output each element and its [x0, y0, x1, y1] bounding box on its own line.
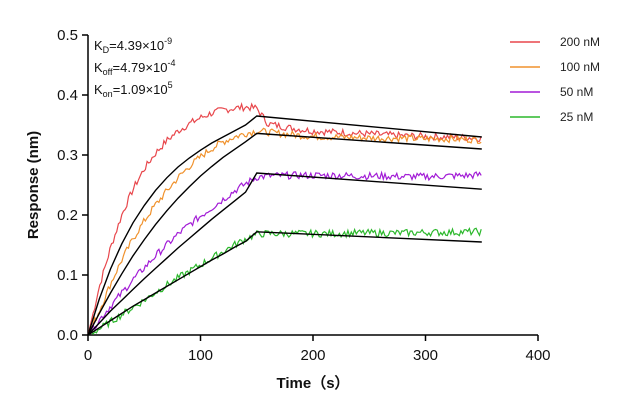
x-axis-ticks: 0 100 200 300 400	[84, 335, 551, 364]
x-tick-label: 0	[84, 347, 92, 364]
y-tick-label: 0.1	[57, 267, 78, 284]
y-tick-label: 0.0	[57, 327, 78, 344]
series-line-100-nm	[87, 127, 482, 336]
kd-annotation: KD=4.39×10-9	[94, 36, 172, 55]
legend: 200 nM 100 nM 50 nM 25 nM	[510, 35, 600, 124]
series-line-200-nm	[87, 101, 482, 336]
fit-curve	[87, 132, 482, 336]
x-axis-title: Time（s）	[276, 374, 349, 392]
plot-area	[87, 101, 482, 336]
legend-label: 200 nM	[560, 35, 600, 49]
legend-label: 100 nM	[560, 60, 600, 74]
x-tick-label: 200	[300, 347, 325, 364]
legend-label: 50 nM	[560, 85, 593, 99]
kon-annotation: Kon=1.09×105	[94, 80, 173, 99]
y-tick-label: 0.5	[57, 27, 78, 44]
y-tick-label: 0.3	[57, 147, 78, 164]
y-axis-title: Response (nm)	[25, 131, 42, 239]
y-tick-label: 0.4	[57, 87, 78, 104]
series-line-50-nm	[87, 170, 482, 336]
y-tick-label: 0.2	[57, 207, 78, 224]
fit-curve	[87, 115, 482, 336]
fit-curve	[87, 231, 482, 336]
series-line-25-nm	[87, 226, 482, 336]
x-tick-label: 300	[413, 347, 438, 364]
koff-annotation: Koff=4.79×10-4	[94, 58, 175, 77]
fit-curve	[87, 172, 482, 336]
x-tick-label: 100	[188, 347, 213, 364]
x-tick-label: 400	[525, 347, 550, 364]
legend-label: 25 nM	[560, 110, 593, 124]
y-axis-ticks: 0.0 0.1 0.2 0.3 0.4 0.5	[57, 27, 88, 344]
